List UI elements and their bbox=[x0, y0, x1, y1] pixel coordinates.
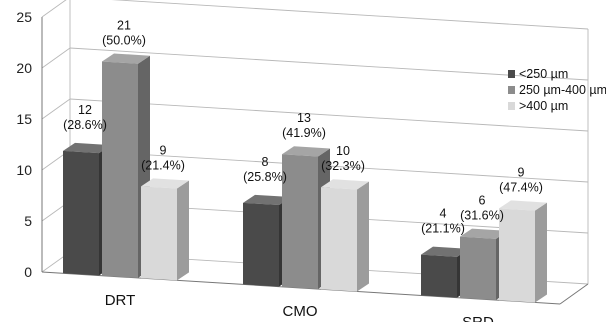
bar-front-face bbox=[243, 202, 279, 287]
bars bbox=[63, 53, 547, 303]
bar-front-face bbox=[102, 61, 138, 278]
legend-label: <250 µm bbox=[519, 67, 568, 81]
data-label-percent: (21.4%) bbox=[141, 158, 185, 172]
bar-top-face bbox=[63, 142, 111, 154]
bar-top-face bbox=[282, 146, 330, 157]
legend-swatch bbox=[508, 102, 515, 110]
bar-front-face bbox=[282, 154, 318, 290]
bar-side-face bbox=[177, 180, 189, 281]
legend-label: >400 µm bbox=[519, 99, 568, 113]
data-label-percent: (21.1%) bbox=[421, 222, 465, 236]
bar-top-face bbox=[321, 179, 369, 190]
gridline-25 bbox=[111, 0, 589, 30]
side-gridline-15 bbox=[41, 98, 71, 120]
bar-cmo-series-2 bbox=[321, 179, 369, 292]
y-tick-label: 10 bbox=[16, 162, 32, 178]
legend: <250 µm 250 µm-400 µm >400 µm bbox=[508, 67, 606, 113]
data-label-value: 10 bbox=[336, 144, 350, 158]
data-labels: 12(28.6%)21(50.0%)9(21.4%) 8(25.8%)13(41.… bbox=[63, 19, 543, 236]
bar-top-face bbox=[102, 53, 150, 64]
bar-srd-series-2 bbox=[499, 200, 547, 303]
bar-front-face bbox=[460, 236, 496, 301]
y-tick-label: 15 bbox=[16, 111, 32, 127]
data-label-value: 4 bbox=[440, 207, 447, 221]
legend-label: 250 µm-400 µm bbox=[519, 83, 606, 97]
side-gridline-20 bbox=[41, 47, 71, 69]
x-category-label: CMO bbox=[283, 303, 318, 320]
bar-front-face bbox=[421, 254, 457, 298]
data-label-value: 21 bbox=[117, 19, 131, 33]
floor-right-edge bbox=[559, 283, 589, 305]
bar-top-face bbox=[141, 178, 189, 189]
bar-front-face bbox=[321, 187, 357, 292]
data-label-percent: (47.4%) bbox=[499, 180, 543, 194]
bar-front-face bbox=[63, 150, 99, 276]
gridline-20 bbox=[69, 47, 589, 81]
data-label-value: 6 bbox=[479, 194, 486, 208]
data-label-value: 9 bbox=[160, 143, 167, 157]
data-label-value: 9 bbox=[518, 165, 525, 179]
bar-top-face bbox=[243, 194, 291, 206]
legend-swatch bbox=[508, 70, 515, 78]
bar-top-face bbox=[499, 200, 547, 211]
y-tick-label: 25 bbox=[16, 9, 32, 25]
data-label-percent: (32.3%) bbox=[321, 159, 365, 173]
data-label-percent: (28.6%) bbox=[63, 118, 107, 132]
y-tick-label: 20 bbox=[16, 60, 32, 76]
legend-swatch bbox=[508, 86, 515, 94]
x-category-label: DRT bbox=[105, 292, 136, 309]
bar-front-face bbox=[141, 186, 177, 281]
data-label-percent: (50.0%) bbox=[102, 34, 146, 48]
bar-side-face bbox=[535, 202, 547, 303]
data-label-value: 12 bbox=[78, 103, 92, 117]
data-label-value: 13 bbox=[297, 111, 311, 125]
bar-drt-series-2 bbox=[141, 178, 189, 281]
bar-side-face bbox=[357, 181, 369, 292]
y-tick-label: 0 bbox=[24, 264, 32, 280]
data-label-percent: (25.8%) bbox=[243, 170, 287, 184]
data-label-percent: (41.9%) bbox=[282, 126, 326, 140]
bar-top-face bbox=[460, 228, 508, 239]
bar-front-face bbox=[499, 208, 535, 303]
gridline-15 bbox=[69, 98, 589, 132]
y-tick-label: 5 bbox=[24, 213, 32, 229]
data-label-value: 8 bbox=[262, 155, 269, 169]
data-label-percent: (31.6%) bbox=[460, 209, 504, 223]
x-category-label: SRD bbox=[462, 314, 494, 322]
side-gridline-25 bbox=[41, 0, 67, 18]
bar-top-face bbox=[421, 246, 469, 257]
